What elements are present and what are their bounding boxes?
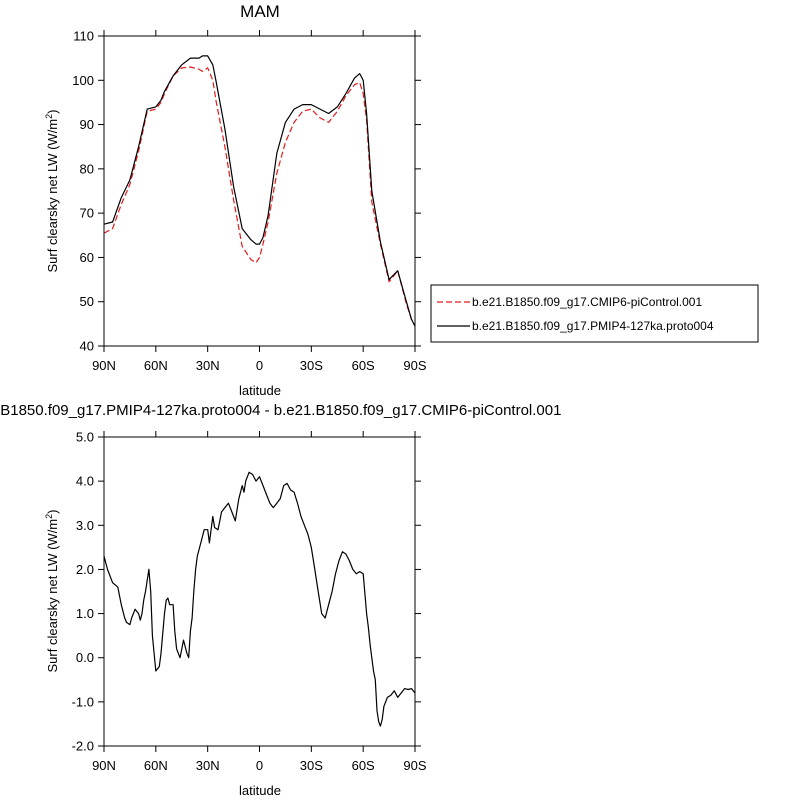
bottom-y-tick-label: -2.0 — [72, 739, 94, 754]
bottom-y-axis-label-close: ) — [45, 510, 60, 514]
bottom-series-line-0 — [103, 471, 416, 727]
bottom-x-tick-label: 90N — [92, 758, 116, 773]
legend-label-127ka: b.e21.B1850.f09_g17.PMIP4-127ka.proto004 — [472, 319, 714, 333]
bottom-x-tick-label: 30N — [196, 758, 220, 773]
top-y-axis-label-main: Surf clearsky net LW (W/m — [45, 119, 60, 273]
top-series-line-0 — [103, 66, 416, 327]
bottom-y-axis-label-sup: 2 — [44, 514, 54, 519]
bottom-x-tick-label: 30S — [300, 758, 323, 773]
top-y-tick-label: 90 — [80, 117, 94, 132]
top-y-tick-label: 60 — [80, 250, 94, 265]
top-y-tick-label: 40 — [80, 339, 94, 354]
bottom-plot-frame — [103, 436, 416, 747]
bottom-x-axis-label: latitude — [239, 783, 281, 798]
top-x-tick-label: 30N — [196, 358, 220, 373]
bottom-x-axis: 90N 60N 30N 0 30S 60S 90S — [92, 431, 427, 773]
top-x-tick-label: 90S — [403, 358, 426, 373]
bottom-y-tick-label: 5.0 — [76, 430, 94, 445]
top-x-tick-label: 60S — [352, 358, 375, 373]
top-y-axis-label-sup: 2 — [44, 114, 54, 119]
top-y-axis-label-close: ) — [45, 110, 60, 114]
top-x-tick-label: 60N — [144, 358, 168, 373]
bottom-chart-title: b.e21.B1850.f09_g17.PMIP4-127ka.proto004… — [0, 402, 561, 419]
bottom-y-tick-label: 3.0 — [76, 518, 94, 533]
bottom-y-axis: -2.0 -1.0 0.0 1.0 2.0 3.0 4.0 5.0 — [72, 430, 421, 754]
top-series-line-1 — [103, 55, 416, 327]
bottom-x-tick-label: 0 — [256, 758, 263, 773]
top-plot-frame — [103, 35, 416, 347]
bottom-x-tick-label: 60S — [352, 758, 375, 773]
legend-label-picontrol: b.e21.B1850.f09_g17.CMIP6-piControl.001 — [472, 295, 702, 309]
bottom-y-tick-label: 0.0 — [76, 650, 94, 665]
bottom-series-group — [103, 471, 416, 727]
top-y-tick-label: 70 — [80, 206, 94, 221]
top-x-axis: 90N 60N 30N 0 30S 60S 90S — [92, 30, 427, 373]
top-y-tick-label: 100 — [72, 73, 94, 88]
bottom-y-tick-label: 1.0 — [76, 606, 94, 621]
legend: b.e21.B1850.f09_g17.CMIP6-piControl.001 … — [430, 284, 759, 343]
top-x-tick-label: 0 — [256, 358, 263, 373]
bottom-y-axis-label-main: Surf clearsky net LW (W/m — [45, 519, 60, 673]
top-chart-title: MAM — [240, 2, 280, 21]
top-y-axis-label: Surf clearsky net LW (W/m2) — [44, 110, 60, 273]
bottom-line-chart: b.e21.B1850.f09_g17.PMIP4-127ka.proto004… — [0, 402, 561, 798]
top-y-tick-label: 80 — [80, 161, 94, 176]
bottom-y-tick-label: -1.0 — [72, 694, 94, 709]
top-y-tick-label: 50 — [80, 294, 94, 309]
bottom-y-axis-label: Surf clearsky net LW (W/m2) — [44, 510, 60, 673]
top-x-tick-label: 90N — [92, 358, 116, 373]
top-y-axis: 40 50 60 70 80 90 100 110 — [72, 29, 421, 354]
bottom-x-tick-label: 90S — [403, 758, 426, 773]
top-x-tick-label: 30S — [300, 358, 323, 373]
top-series-group — [103, 55, 416, 327]
bottom-y-tick-label: 4.0 — [76, 474, 94, 489]
bottom-x-tick-label: 60N — [144, 758, 168, 773]
bottom-y-tick-label: 2.0 — [76, 562, 94, 577]
top-x-axis-label: latitude — [239, 383, 281, 398]
legend-box — [430, 284, 759, 343]
top-y-tick-label: 110 — [73, 29, 94, 44]
